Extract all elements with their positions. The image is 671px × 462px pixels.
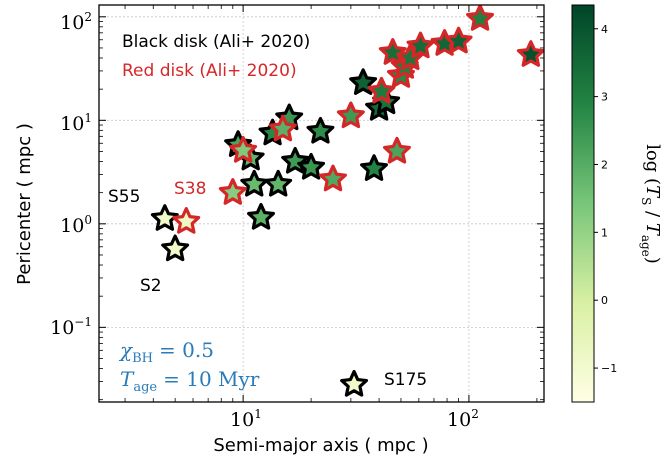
star-marker [466, 5, 495, 31]
star-marker [340, 369, 369, 397]
annotation-s55: S55 [108, 187, 140, 207]
cb-tick-label-minus1: −1 [601, 362, 617, 375]
star-marker [444, 26, 473, 54]
star-marker [360, 154, 389, 181]
star-marker [247, 202, 275, 230]
star-marker [150, 204, 179, 231]
y-tick-label-100: 102 [60, 10, 92, 34]
x-tick-label-10: 101 [230, 407, 262, 431]
star-marker [367, 76, 396, 104]
x-tick-label-100: 102 [447, 407, 479, 431]
star-marker [172, 207, 201, 234]
star-marker [218, 178, 247, 205]
x-axis-label: Semi-major axis ( mpc ) [213, 435, 428, 456]
param-chi-bh: χBH = 0.5 [118, 338, 214, 366]
series-red-disk [172, 5, 544, 234]
annotation-s175: S175 [384, 370, 427, 390]
annotation-s38: S38 [174, 179, 206, 199]
y-tick-label-10: 101 [60, 111, 92, 135]
star-marker [297, 152, 326, 180]
star-marker [240, 169, 269, 197]
cb-tick-label-1: 1 [601, 226, 608, 239]
cb-tick-label-3: 3 [601, 91, 608, 104]
y-tick-labels: 102 101 100 10−1 [50, 10, 92, 339]
legend-red-disk: Red disk (Ali+ 2020) [122, 61, 297, 81]
star-marker [229, 135, 258, 163]
star-marker [268, 114, 297, 142]
cb-tick-label-4: 4 [601, 23, 608, 36]
colorbar [571, 4, 595, 403]
plot-border [98, 4, 545, 403]
y-tick-label-0.1: 10−1 [50, 315, 92, 339]
x-tick-labels: 101 102 [230, 407, 479, 431]
star-marker [336, 101, 365, 129]
plot-area [99, 5, 544, 402]
y-axis-label: Pericenter ( mpc ) [14, 123, 35, 285]
star-marker [378, 38, 407, 65]
star-marker [516, 40, 544, 67]
axis-ticks [99, 5, 544, 402]
param-t-age: Tage = 10 Myr [120, 367, 260, 395]
star-marker [319, 164, 347, 192]
colorbar-label: log (TS / Tage) [639, 144, 663, 264]
cb-tick-label-2: 2 [601, 159, 608, 172]
star-marker [382, 136, 411, 164]
colorbar-tick-labels: 4 3 2 1 0 −1 [601, 23, 617, 375]
star-marker [161, 234, 190, 262]
star-marker [264, 169, 293, 197]
star-marker [306, 116, 335, 144]
star-marker [406, 31, 435, 59]
colorbar-ticks [594, 28, 598, 369]
annotation-s2: S2 [140, 276, 162, 296]
legend-black-disk: Black disk (Ali+ 2020) [122, 32, 310, 52]
data-markers [150, 5, 544, 397]
cb-tick-label-0: 0 [601, 294, 608, 307]
y-tick-label-1: 100 [60, 213, 92, 237]
